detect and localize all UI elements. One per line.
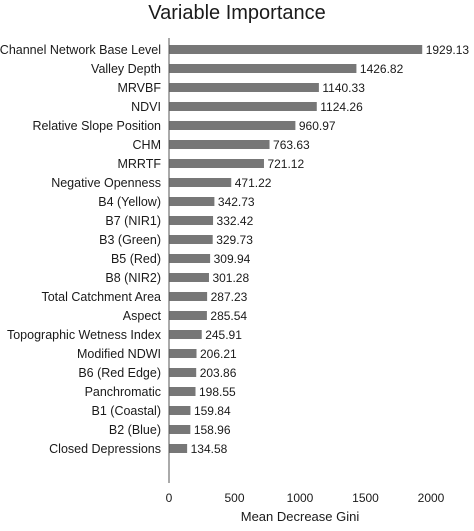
category-label: Channel Network Base Level	[0, 43, 161, 57]
bar	[169, 64, 357, 73]
category-label: NDVI	[131, 100, 161, 114]
category-label: Negative Openness	[51, 176, 161, 190]
category-label: Relative Slope Position	[32, 119, 161, 133]
bar	[169, 121, 296, 130]
x-tick-label: 2000	[418, 491, 445, 505]
bar	[169, 425, 191, 434]
bar	[169, 216, 214, 225]
value-label: 159.84	[194, 404, 231, 418]
value-label: 158.96	[194, 423, 231, 437]
x-tick-label: 1500	[352, 491, 379, 505]
bar	[169, 45, 423, 54]
category-label: B2 (Blue)	[109, 423, 161, 437]
category-label: B8 (NIR2)	[105, 271, 161, 285]
bar	[169, 273, 209, 282]
bar	[169, 387, 196, 396]
value-label: 471.22	[235, 176, 272, 190]
value-label: 1929.13	[426, 43, 470, 57]
value-label: 1426.82	[360, 62, 404, 76]
value-label: 301.28	[212, 271, 249, 285]
value-label: 342.73	[218, 195, 255, 209]
category-label: Panchromatic	[85, 385, 161, 399]
value-label: 245.91	[205, 328, 242, 342]
category-label: B5 (Red)	[111, 252, 161, 266]
category-label: MRVBF	[117, 81, 161, 95]
category-label: B1 (Coastal)	[92, 404, 161, 418]
value-label: 329.73	[216, 233, 253, 247]
x-tick-label: 0	[166, 491, 173, 505]
bar	[169, 140, 270, 149]
bar	[169, 83, 319, 92]
bar	[169, 311, 207, 320]
category-label: MRRTF	[117, 157, 161, 171]
bar	[169, 406, 191, 415]
bar	[169, 102, 317, 111]
value-label: 332.42	[217, 214, 254, 228]
value-label: 203.86	[200, 366, 237, 380]
value-label: 1140.33	[322, 81, 365, 95]
chart-title: Variable Importance	[148, 2, 326, 24]
value-label: 134.58	[191, 442, 228, 456]
bar	[169, 349, 197, 358]
bar	[169, 330, 202, 339]
x-axis-title: Mean Decrease Gini	[241, 509, 360, 524]
value-label: 721.12	[267, 157, 304, 171]
bar	[169, 159, 264, 168]
x-tick-label: 1000	[287, 491, 314, 505]
bar	[169, 197, 215, 206]
category-label: CHM	[133, 138, 161, 152]
category-label: Valley Depth	[91, 62, 161, 76]
value-label: 1124.26	[320, 100, 363, 114]
value-label: 763.63	[273, 138, 310, 152]
category-label: B3 (Green)	[99, 233, 161, 247]
category-label: Closed Depressions	[49, 442, 161, 456]
value-label: 198.55	[199, 385, 236, 399]
value-label: 960.97	[299, 119, 336, 133]
bar	[169, 292, 208, 301]
bar	[169, 444, 188, 453]
bar	[169, 178, 232, 187]
category-label: B4 (Yellow)	[98, 195, 161, 209]
category-label: B6 (Red Edge)	[78, 366, 161, 380]
category-label: Modified NDWI	[77, 347, 161, 361]
bars-layer: Channel Network Base Level 1929.13 Valley …	[0, 43, 469, 456]
x-axis-ticks: 0 500 1000 1500 2000	[166, 491, 445, 505]
bar	[169, 368, 197, 377]
category-label: B7 (NIR1)	[105, 214, 161, 228]
value-label: 287.23	[211, 290, 248, 304]
value-label: 206.21	[200, 347, 237, 361]
value-label: 309.94	[214, 252, 251, 266]
category-label: Total Catchment Area	[41, 290, 161, 304]
category-label: Aspect	[123, 309, 162, 323]
bar	[169, 235, 213, 244]
category-label: Topographic Wetness Index	[7, 328, 162, 342]
bar	[169, 254, 211, 263]
value-label: 285.54	[210, 309, 247, 323]
x-tick-label: 500	[224, 491, 244, 505]
